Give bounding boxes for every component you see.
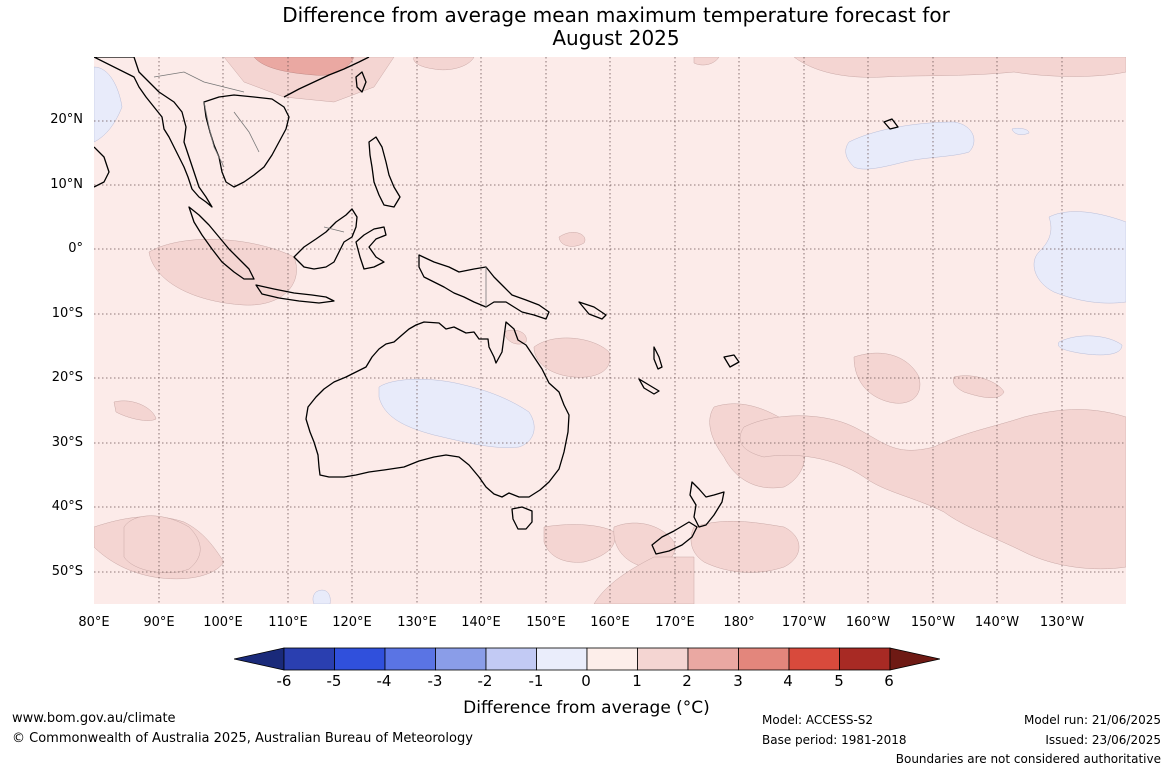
lat-label-30s: 30°S (51, 435, 83, 450)
coastlines (94, 57, 899, 555)
solomon-islands-coastline (578, 301, 607, 320)
colorbar-tick: 3 (733, 672, 743, 690)
cool-anomaly-regions (94, 66, 1126, 604)
colorbar-tick: 1 (632, 672, 642, 690)
lon-label-180: 180° (723, 615, 755, 630)
colorbar-segment (738, 647, 790, 671)
colorbar-segment (637, 647, 689, 671)
colorbar-segment (334, 647, 386, 671)
lon-label-150w: 150°W (910, 615, 956, 630)
lon-label-110e: 110°E (268, 615, 308, 630)
map-canvas (94, 57, 1126, 604)
model-text: Model: ACCESS-S2 (762, 713, 874, 727)
model-run-text: Model run: 21/06/2025 (1023, 713, 1161, 727)
lon-label-100e: 100°E (203, 615, 243, 630)
colorbar-segment (384, 647, 436, 671)
colorbar-segment (435, 647, 487, 671)
colorbar-segment (586, 647, 638, 671)
colorbar-segment (839, 647, 891, 671)
website-text: www.bom.gov.au/climate (12, 711, 176, 726)
lon-label-150e: 150°E (526, 615, 566, 630)
lon-label-140e: 140°E (461, 615, 501, 630)
issued-text: Issued: 23/06/2025 (1045, 733, 1161, 747)
lat-label-0: 0° (68, 241, 83, 256)
colorbar-tick: -4 (376, 672, 392, 690)
colorbar-segment (536, 647, 588, 671)
java-coastline (255, 284, 335, 304)
colorbar-tick: -1 (528, 672, 544, 690)
colorbar-tick: -2 (477, 672, 493, 690)
lon-label-140w: 140°W (974, 615, 1020, 630)
title-line-2: August 2025 (552, 26, 680, 50)
colorbar-arrow-high (889, 647, 940, 671)
new-caledonia-coastline (638, 378, 660, 395)
colorbar-segments (234, 647, 940, 671)
colorbar-tick: 2 (682, 672, 692, 690)
copyright-text: © Commonwealth of Australia 2025, Austra… (12, 731, 473, 746)
china-coastline (283, 57, 370, 98)
colorbar-segment (687, 647, 739, 671)
new-zealand-north-coastline (689, 481, 725, 528)
colorbar-tick: -6 (276, 672, 292, 690)
lon-label-120e: 120°E (332, 615, 372, 630)
vanuatu-coastline (653, 346, 663, 370)
map-title: Difference from average mean maximum tem… (0, 4, 1173, 50)
colorbar-tick: -3 (427, 672, 443, 690)
tasmania-coastline (511, 506, 533, 530)
indochina-coastline (203, 94, 290, 188)
colorbar (234, 647, 940, 671)
lat-label-50s: 50°S (51, 564, 83, 579)
lon-label-160w: 160°W (845, 615, 891, 630)
lat-label-10s: 10°S (51, 306, 83, 321)
lon-label-170e: 170°E (655, 615, 695, 630)
base-period-text: Base period: 1981-2018 (762, 733, 907, 747)
colorbar-segment (485, 647, 537, 671)
lat-label-40s: 40°S (51, 499, 83, 514)
philippines-coastline (368, 136, 401, 208)
hawaii-coastline (883, 118, 899, 130)
lon-label-90e: 90°E (143, 615, 175, 630)
disclaimer-text: Boundaries are not considered authoritat… (895, 752, 1161, 766)
lat-label-10n: 10°N (50, 177, 83, 192)
taiwan-coastline (355, 71, 367, 93)
colorbar-segment (788, 647, 840, 671)
new-zealand-south-coastline (651, 521, 698, 555)
colorbar-segment (283, 647, 335, 671)
colorbar-tick: 4 (783, 672, 793, 690)
lon-label-80e: 80°E (78, 615, 110, 630)
india-coastline (94, 146, 110, 188)
lon-label-130e: 130°E (397, 615, 437, 630)
new-guinea-coastline (418, 254, 550, 320)
mainland-asia-coastline (94, 57, 213, 208)
sumatra-coastline (188, 206, 255, 280)
sulawesi-coastline (355, 226, 387, 270)
lon-label-160e: 160°E (590, 615, 630, 630)
colorbar-tick: 0 (581, 672, 591, 690)
colorbar-tick: 6 (884, 672, 894, 690)
colorbar-tick: -5 (326, 672, 342, 690)
title-line-1: Difference from average mean maximum tem… (282, 3, 950, 27)
australia-coastline (305, 321, 570, 498)
strong-warm-anomaly (253, 57, 355, 76)
fiji-coastline (723, 354, 740, 368)
colorbar-label: Difference from average (°C) (463, 698, 710, 718)
lat-label-20s: 20°S (51, 370, 83, 385)
lon-label-130w: 130°W (1039, 615, 1085, 630)
graticule (94, 57, 1126, 604)
borneo-coastline (293, 208, 358, 270)
lon-label-170w: 170°W (781, 615, 827, 630)
colorbar-tick: 5 (834, 672, 844, 690)
country-borders (153, 71, 487, 307)
forecast-map (94, 57, 1126, 604)
lat-label-20n: 20°N (50, 112, 83, 127)
colorbar-arrow-low (234, 647, 285, 671)
